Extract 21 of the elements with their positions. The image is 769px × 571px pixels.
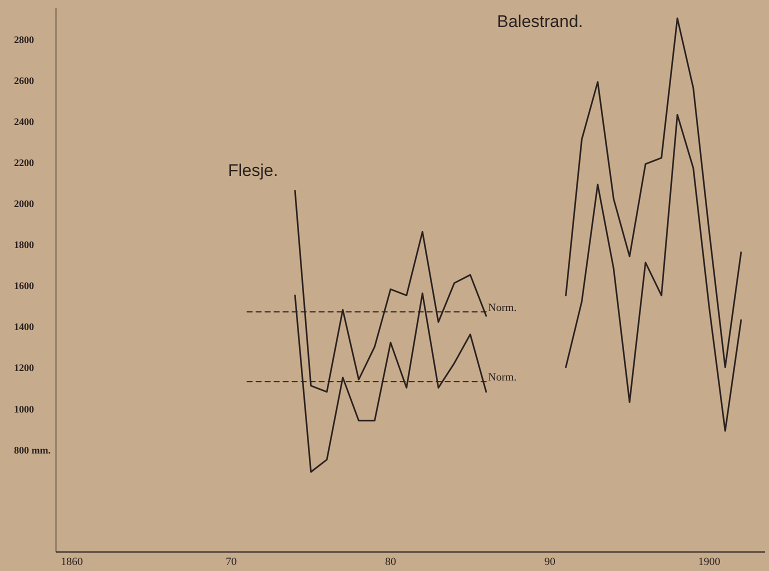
x-tick-label: 90 xyxy=(544,556,556,568)
y-tick-label: 2200 xyxy=(14,158,34,169)
y-tick-label: 1400 xyxy=(14,322,34,334)
y-tick-label: 1200 xyxy=(14,363,34,374)
y-tick-label: 2600 xyxy=(14,76,34,87)
y-tick-label: 1800 xyxy=(14,240,34,252)
x-tick-label: 70 xyxy=(226,556,238,568)
annotation: Balestrand. xyxy=(497,12,583,31)
y-tick-label: 1600 xyxy=(14,281,34,292)
y-tick-label: 1000 xyxy=(14,404,34,416)
y-tick-label: 800 mm. xyxy=(14,445,52,456)
line-series xyxy=(565,114,742,432)
series-label: Norm. xyxy=(488,372,517,384)
y-tick-label: 2400 xyxy=(14,116,34,128)
x-tick-label: 80 xyxy=(385,556,397,568)
x-tick-label: 1900 xyxy=(698,556,721,568)
x-tick-label: 1860 xyxy=(60,556,84,568)
y-tick-label: 2000 xyxy=(14,199,34,210)
series-label: Norm. xyxy=(488,302,517,314)
annotation: Flesje. xyxy=(228,161,278,180)
y-tick-label: 2800 xyxy=(14,34,34,46)
